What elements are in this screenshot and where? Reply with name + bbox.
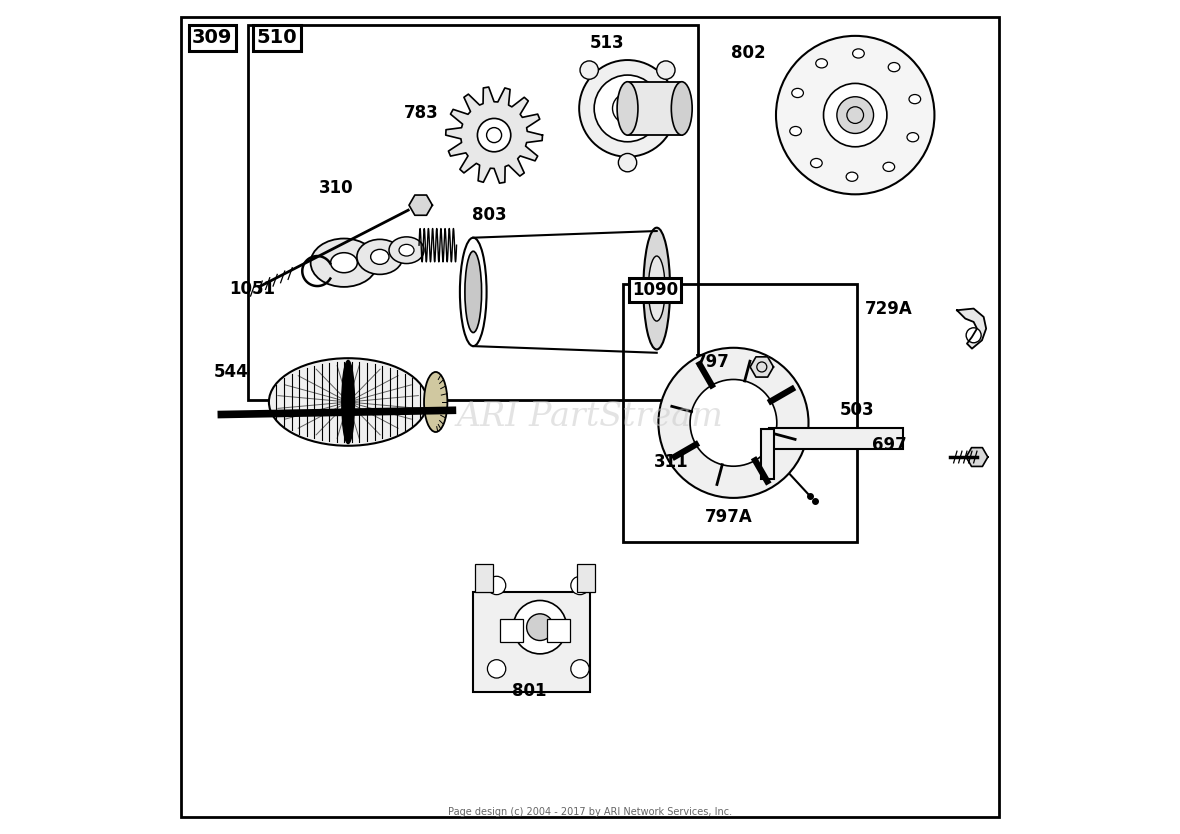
Bar bbox=[474, 564, 493, 592]
Ellipse shape bbox=[465, 251, 481, 333]
Text: Page design (c) 2004 - 2017 by ARI Network Services, Inc.: Page design (c) 2004 - 2017 by ARI Netwo… bbox=[448, 807, 732, 817]
Ellipse shape bbox=[889, 63, 900, 72]
Text: 544: 544 bbox=[214, 363, 248, 381]
Circle shape bbox=[526, 614, 553, 641]
Circle shape bbox=[657, 61, 675, 79]
Polygon shape bbox=[446, 87, 543, 183]
Circle shape bbox=[966, 328, 981, 343]
Bar bbox=[577, 564, 595, 592]
Ellipse shape bbox=[643, 228, 670, 349]
Circle shape bbox=[513, 600, 566, 654]
Ellipse shape bbox=[460, 238, 486, 346]
Bar bbox=[546, 619, 570, 642]
Text: 697: 697 bbox=[872, 436, 907, 455]
Text: 797A: 797A bbox=[706, 508, 753, 526]
Text: 311: 311 bbox=[654, 453, 688, 471]
Circle shape bbox=[478, 118, 511, 152]
Ellipse shape bbox=[853, 49, 864, 58]
Bar bbox=[761, 429, 774, 479]
Text: 503: 503 bbox=[840, 401, 874, 420]
Ellipse shape bbox=[671, 82, 693, 135]
Text: 310: 310 bbox=[319, 179, 354, 198]
Ellipse shape bbox=[399, 244, 414, 256]
Ellipse shape bbox=[792, 88, 804, 98]
Ellipse shape bbox=[342, 360, 354, 444]
Text: 309: 309 bbox=[192, 28, 232, 47]
Circle shape bbox=[581, 61, 598, 79]
Bar bbox=[473, 592, 590, 692]
Text: 1051: 1051 bbox=[230, 279, 276, 298]
Circle shape bbox=[690, 379, 776, 466]
Ellipse shape bbox=[310, 239, 378, 287]
Ellipse shape bbox=[356, 239, 402, 274]
Circle shape bbox=[571, 660, 589, 678]
Circle shape bbox=[579, 60, 676, 157]
Text: 1090: 1090 bbox=[632, 281, 678, 299]
Ellipse shape bbox=[789, 127, 801, 136]
Text: 801: 801 bbox=[512, 682, 546, 701]
Circle shape bbox=[658, 348, 808, 498]
Text: 802: 802 bbox=[730, 44, 765, 63]
Circle shape bbox=[571, 576, 589, 595]
Ellipse shape bbox=[846, 172, 858, 181]
Ellipse shape bbox=[371, 249, 389, 264]
Text: 513: 513 bbox=[590, 34, 624, 53]
Ellipse shape bbox=[617, 82, 638, 135]
Circle shape bbox=[776, 36, 935, 194]
Text: 729A: 729A bbox=[865, 299, 913, 318]
Polygon shape bbox=[966, 448, 988, 466]
Text: 783: 783 bbox=[404, 104, 438, 123]
Ellipse shape bbox=[424, 372, 447, 432]
Ellipse shape bbox=[907, 133, 919, 142]
Bar bbox=[500, 619, 523, 642]
Ellipse shape bbox=[883, 163, 894, 172]
Circle shape bbox=[487, 660, 506, 678]
Circle shape bbox=[487, 576, 506, 595]
Polygon shape bbox=[957, 309, 986, 349]
Text: ARI PartStream: ARI PartStream bbox=[457, 401, 723, 433]
Circle shape bbox=[618, 153, 637, 172]
Text: 510: 510 bbox=[257, 28, 297, 47]
Ellipse shape bbox=[648, 256, 666, 321]
Ellipse shape bbox=[811, 158, 822, 168]
Ellipse shape bbox=[330, 253, 358, 273]
Circle shape bbox=[595, 75, 661, 142]
Ellipse shape bbox=[909, 94, 920, 103]
Ellipse shape bbox=[815, 58, 827, 68]
Circle shape bbox=[824, 83, 887, 147]
Bar bbox=[628, 82, 682, 135]
Polygon shape bbox=[409, 195, 432, 215]
Circle shape bbox=[837, 97, 873, 133]
Text: 803: 803 bbox=[472, 206, 506, 224]
Polygon shape bbox=[750, 357, 773, 377]
Ellipse shape bbox=[389, 237, 424, 264]
Text: 797: 797 bbox=[695, 353, 730, 371]
Ellipse shape bbox=[269, 359, 427, 446]
Bar bbox=[769, 428, 903, 449]
